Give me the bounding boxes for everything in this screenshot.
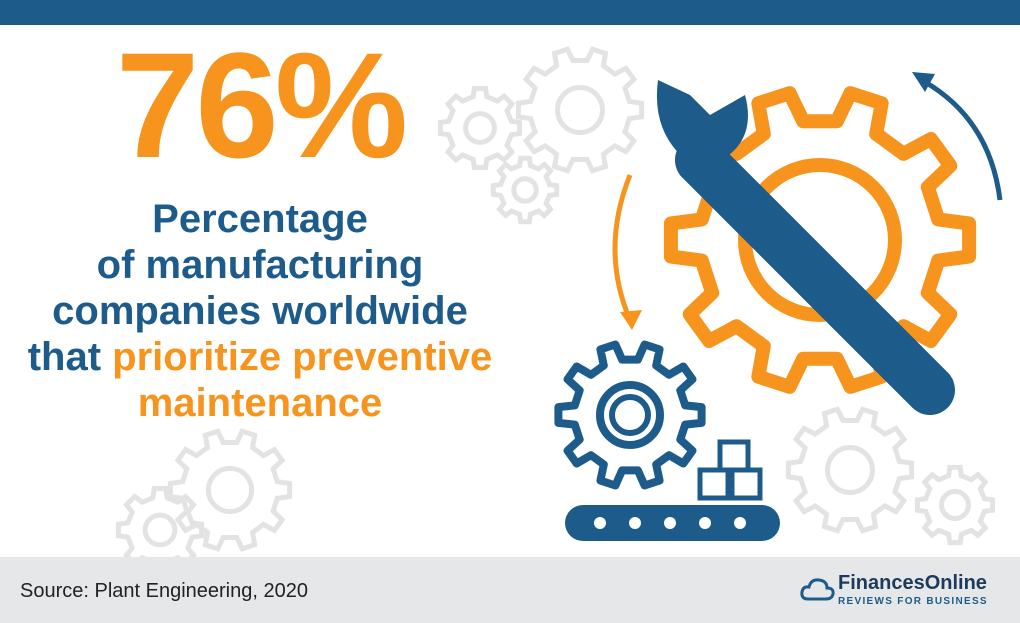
bg-gear [437, 85, 523, 171]
box [717, 439, 751, 473]
roller [699, 517, 711, 529]
desc-highlight: maintenance [137, 381, 383, 425]
small-gear-hub [596, 381, 664, 449]
arrow-head [620, 310, 642, 330]
arrow [923, 79, 1003, 201]
logo: FinancesOnline [838, 572, 987, 594]
small-gear [554, 340, 706, 490]
wrench-head [656, 80, 748, 170]
arrow-head [912, 72, 935, 92]
stat: 76% [115, 21, 408, 189]
desc-highlight: prioritize preventive [112, 335, 493, 379]
footer: Source: Plant Engineering, 2020 Finances… [0, 557, 1020, 623]
bg-gear [167, 428, 293, 552]
bg-gear-hole [555, 85, 605, 135]
source: Source: Plant Engineering, 2020 [20, 580, 308, 602]
bg-gear-hole [142, 512, 178, 548]
bg-gear-hole [939, 489, 971, 521]
desc-line: companies worldwide [52, 289, 468, 333]
roller [664, 517, 676, 529]
bg-gear-hole [825, 445, 875, 495]
description: Percentage of manufacturing companies wo… [10, 196, 510, 426]
roller [734, 517, 746, 529]
roller [629, 517, 641, 529]
logo-tagline: REVIEWS FOR BUSINESS [838, 596, 988, 607]
small-gear-hub [609, 394, 651, 436]
desc-line: that prioritize preventive [10, 334, 510, 380]
bg-gear [785, 406, 915, 534]
bg-gear-hole [511, 176, 539, 204]
bg-gear [515, 46, 645, 174]
bg-gear-hole [205, 465, 255, 515]
bg-gear [115, 485, 205, 557]
arrow [612, 174, 633, 321]
big-gear [663, 86, 977, 394]
box [729, 467, 763, 501]
bg-gear [914, 464, 996, 546]
box [697, 467, 731, 501]
roller [594, 517, 606, 529]
desc-line: of manufacturing [96, 243, 424, 287]
bg-gear [490, 155, 560, 225]
desc-word: that [27, 335, 102, 379]
top-bar [0, 0, 1020, 25]
desc-line: Percentage [152, 197, 368, 241]
bg-gear-hole [463, 111, 497, 145]
logo-icon [800, 578, 835, 601]
illustration [115, 46, 1003, 557]
wrench [675, 135, 955, 415]
